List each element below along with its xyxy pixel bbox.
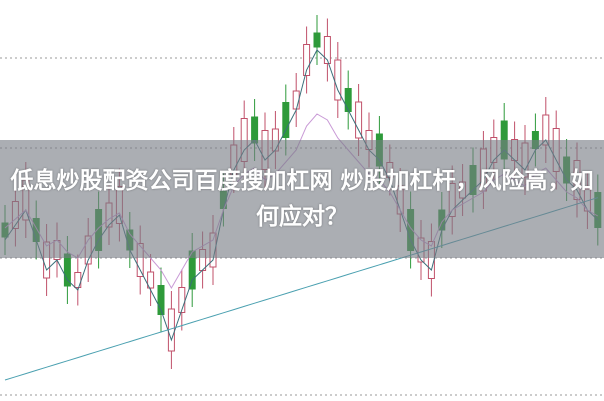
candle-body [355,101,363,139]
candle-body [147,271,155,289]
candle-body [167,308,175,352]
candle-body [63,253,71,287]
candle-body [323,36,331,64]
title-banner: 低息炒股配资公司百度搜加杠网 炒股加杠杆，风险高，如何应对？ [0,140,604,258]
article-title: 低息炒股配资公司百度搜加杠网 炒股加杠杆，风险高，如何应对？ [10,168,594,230]
candle-body [157,285,165,315]
candle-body [344,88,352,112]
candle-body [313,32,321,48]
candle-body [282,102,290,138]
candle-body [303,44,311,76]
